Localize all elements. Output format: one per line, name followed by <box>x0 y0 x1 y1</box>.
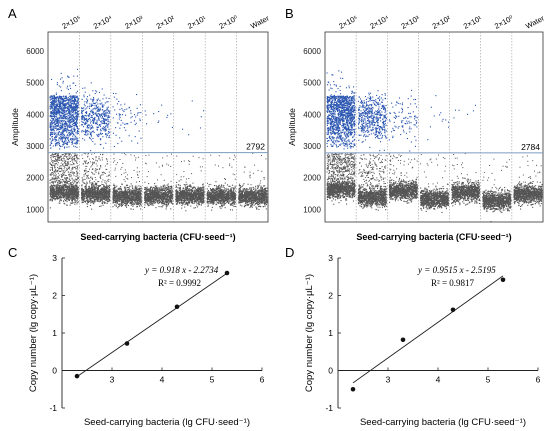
data-point <box>124 341 130 346</box>
category-label: 2×10⁵ <box>337 13 359 30</box>
panel-letter: A <box>8 6 17 21</box>
y-tick-label: 1 <box>52 328 57 338</box>
x-axis-label: Seed-carrying bacteria (lg CFU·seed⁻¹) <box>360 417 526 428</box>
threshold-label: 2784 <box>521 142 540 152</box>
x-tick-label: 4 <box>436 375 441 385</box>
plot-frame <box>324 31 544 223</box>
category-label: 2×10¹ <box>462 13 484 30</box>
data-point <box>224 270 230 276</box>
x-axis-label: Seed-carrying bacteria (CFU·seed⁻¹) <box>356 232 511 242</box>
droplet-points <box>326 70 543 223</box>
y-tick-label: 6000 <box>26 47 44 56</box>
category-label: 2×10³ <box>123 13 145 30</box>
y-tick-label: 1 <box>328 328 333 338</box>
x-tick-label: 6 <box>260 375 265 385</box>
panel-letter: C <box>8 245 17 260</box>
data-point <box>74 373 80 379</box>
plot-frame <box>47 31 269 223</box>
y-axis-label: Amplitude <box>10 108 20 146</box>
y-tick-label: 2000 <box>26 174 44 183</box>
category-label: 2×10² <box>431 13 453 30</box>
panel-A: A 1000 2000 3000 4000 5000 6000 Amplitude Seed-c… <box>8 6 271 242</box>
data-point <box>350 386 356 392</box>
threshold-label: 2792 <box>246 142 265 152</box>
category-label: 2×10² <box>155 13 177 30</box>
x-axis-label: Seed-carrying bacteria (lg CFU·seed⁻¹) <box>84 417 250 428</box>
fit-equation: y = 0.9515 x - 2.5195 <box>417 265 496 275</box>
panel-letter: B <box>285 6 294 21</box>
y-tick-label: 5000 <box>303 79 321 88</box>
y-tick-label: -1 <box>49 403 57 413</box>
y-axis-label: Amplitude <box>287 108 297 146</box>
category-label: 2×10³ <box>400 13 422 30</box>
category-label: 2×10⁰ <box>493 13 515 30</box>
regression-line <box>76 272 228 377</box>
category-label: 2×10¹ <box>186 13 208 30</box>
fit-equation: y = 0.918 x - 2.2734 <box>144 265 219 275</box>
y-tick-label: -1 <box>325 403 333 413</box>
droplet-points <box>49 68 268 212</box>
r-squared: R² = 0.9992 <box>158 278 201 288</box>
x-tick-label: 3 <box>110 375 115 385</box>
y-tick-label: 4000 <box>303 110 321 119</box>
y-tick-label: 2 <box>52 291 57 301</box>
y-tick-label: 4000 <box>26 110 44 119</box>
y-tick-label: 0 <box>328 366 333 376</box>
y-tick-label: 2000 <box>303 174 321 183</box>
category-label: 2×10⁵ <box>60 13 82 30</box>
y-tick-label: 3000 <box>26 142 44 151</box>
panel-D: D -1 0 1 2 3 3 4 5 6 y = 0.9515 x - 2.5195 R² = 0.9… <box>285 245 541 428</box>
panel-B: B 1000 2000 3000 4000 5000 6000 Amplitude Seed-c… <box>285 6 546 242</box>
y-tick-label: 3000 <box>303 142 321 151</box>
data-point <box>174 304 180 310</box>
category-label: 2×10⁴ <box>368 13 390 30</box>
x-tick-label: 5 <box>486 375 491 385</box>
y-tick-label: 1000 <box>26 205 44 214</box>
y-tick-label: 0 <box>52 366 57 376</box>
x-tick-label: 4 <box>160 375 165 385</box>
y-tick-label: 5000 <box>26 79 44 88</box>
panel-letter: D <box>285 245 294 260</box>
data-point <box>400 337 406 343</box>
y-axis-label: Copy number (lg copy·μL⁻¹) <box>304 274 315 392</box>
regression-line <box>352 275 504 384</box>
r-squared: R² = 0.9817 <box>431 278 475 288</box>
y-tick-label: 3 <box>52 253 57 263</box>
x-tick-label: 6 <box>536 375 541 385</box>
data-point <box>450 307 456 313</box>
panel-C: C -1 0 1 2 3 3 4 5 6 y = 0.918 x - 2.2734 R² = 0.99… <box>8 245 265 428</box>
y-axis-label: Copy number (lg copy·μL⁻¹) <box>28 274 39 392</box>
y-tick-label: 3 <box>328 253 333 263</box>
x-tick-label: 5 <box>210 375 215 385</box>
category-label: Water <box>249 13 271 30</box>
x-axis-label: Seed-carrying bacteria (CFU·seed⁻¹) <box>80 232 235 242</box>
category-label: Water <box>524 13 546 30</box>
y-tick-label: 6000 <box>303 47 321 56</box>
category-label: 2×10⁴ <box>92 13 114 30</box>
category-label: 2×10⁰ <box>218 13 240 30</box>
data-point <box>500 277 506 283</box>
x-tick-label: 3 <box>386 375 391 385</box>
y-tick-label: 1000 <box>303 205 321 214</box>
y-tick-label: 2 <box>328 291 333 301</box>
